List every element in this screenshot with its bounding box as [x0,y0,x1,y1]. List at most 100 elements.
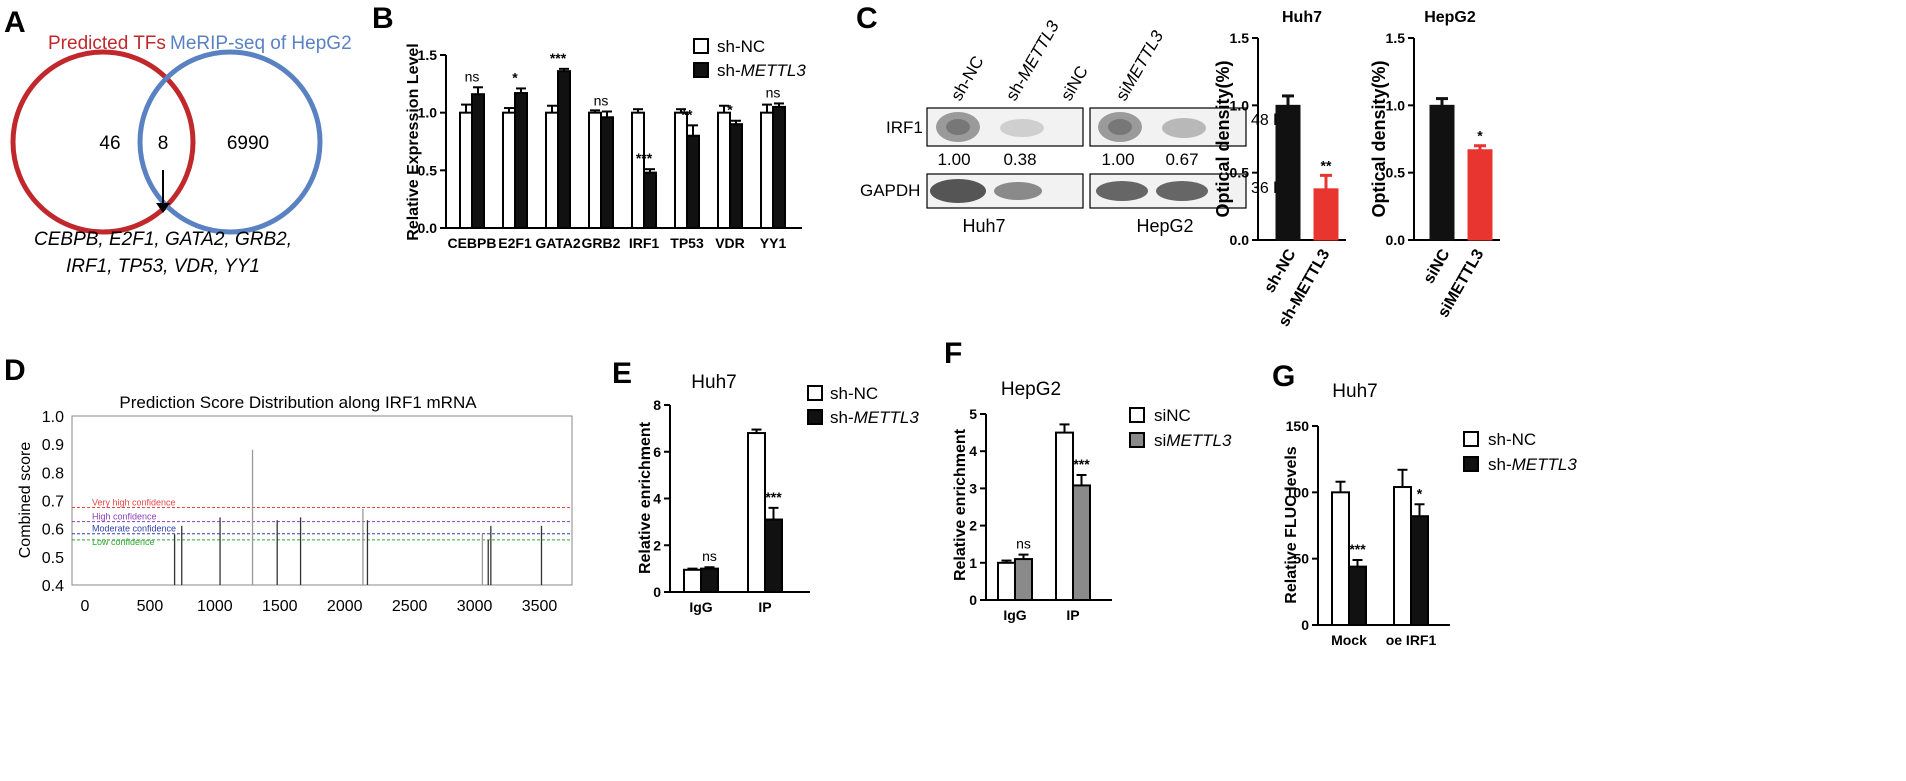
c1-ticks-tick-label-3: 1.5 [1230,30,1250,46]
b-bars-bar-0-1 [471,93,485,229]
f-ticks-tick-label-1: 1 [969,555,977,571]
d-threshold-label-1: High confidence [92,512,157,522]
b-yticks-tick-label-1: 0.5 [418,162,438,178]
e-ticks-tick-label-1: 2 [653,537,661,553]
b-yticks-tick-label-2: 1.0 [418,105,438,121]
y-ticks-g: 0 50 100 150 [1286,418,1318,633]
c2-bars-bar-1 [1467,149,1493,241]
f-bars-sig-0: ns [1016,536,1031,552]
bars-e: ns IgG *** IP [683,428,783,615]
b-bars-sig-4: *** [636,150,653,166]
panel-label-g: G [1272,360,1295,393]
d-xtick-label-3: 1500 [262,598,298,615]
g-ticks-tick-label-0: 0 [1301,617,1309,633]
legend-text-sh-mettl3-b: sh-METTL3 [717,61,806,80]
g-bars-xlabel-1: oe IRF1 [1386,632,1437,648]
lane-label-sh-nc: sh-NC [947,53,988,104]
e-ticks-tick-label-3: 6 [653,444,661,460]
y-axis-label-e: Relative enrichment [637,421,654,574]
b-bars-sig-3: ns [594,93,609,109]
e-ticks-tick-label-2: 4 [653,491,661,507]
f-bars-bar-0-0 [997,561,1016,601]
f-ticks-tick-label-4: 4 [969,443,977,459]
b-bars-bar-3-0 [588,111,602,229]
d-xtick-label-7: 3500 [522,598,558,615]
c2-ticks-tick-label-0: 0.0 [1386,232,1406,248]
b-bars-sig-5: ** [682,106,693,122]
b-bars-bar-0-0 [459,111,473,229]
c1-bars-bar-1 [1313,188,1339,241]
d-xtick-label-0: 0 [81,598,90,615]
c-hepg2-title: HepG2 [1424,9,1476,26]
panel-f: F HepG2 0 1 2 3 4 5 ns IgG *** IP Relative enric… [944,337,1232,623]
e-title: Huh7 [691,372,736,393]
legend-text-sinc-f: siNC [1154,406,1191,425]
legend-swatch-sh-mettl3-b [693,62,709,78]
c2-bars-sig-1: * [1477,128,1483,144]
y-ticks-b: 0.0 0.5 1.0 1.5 [418,47,446,236]
blot-label-irf1: IRF1 [886,118,923,137]
legend-text-sh-nc-e: sh-NC [830,384,878,403]
legend-swatch-sh-nc-b [693,38,709,54]
legend-swatch-simettl3-f [1129,432,1145,448]
gene-list-line-1: CEBPB, E2F1, GATA2, GRB2, [34,229,292,250]
panel-e: E Huh7 0 2 4 6 8 ns IgG *** IP Relative enrichm… [612,357,919,615]
g-ticks-tick-label-2: 100 [1286,484,1310,500]
g-bars-bar-1-0 [1393,486,1412,626]
d-title: Prediction Score Distribution along IRF1… [119,393,477,412]
c2-bars-bar-0 [1429,104,1455,241]
b-bars-xlabel-6: VDR [715,235,745,251]
legend-swatch-sh-nc-g [1463,431,1479,447]
g-bars-bar-1-1 [1410,515,1429,626]
b-bars-bar-4-0 [631,111,645,229]
b-bars-sig-2: *** [550,50,567,66]
e-bars-bar-1-1 [764,518,783,593]
panel-label-e: E [612,357,632,390]
b-bars-bar-5-1 [686,134,700,230]
y-axis-label-g: Relative FLUC levels [1283,446,1300,604]
e-bars-bar-0-0 [683,568,702,594]
panel-label-d: D [4,354,26,387]
lane-label-simettl3: siMETTL3 [1112,27,1167,104]
d-xtick-label-6: 3000 [457,598,493,615]
venn-arrow-head [156,203,170,213]
venn-right-count: 6990 [227,133,269,154]
venn-circle-predicted-tfs [10,49,196,235]
legend-swatch-sh-mettl3-e [807,409,823,425]
d-xtick-label-5: 2500 [392,598,428,615]
density-hepg2-sinc: 1.00 [1101,150,1134,169]
d-ytick-label-3: 0.7 [42,494,64,511]
venn-overlap-count: 8 [158,133,169,154]
legend-text-sh-nc-b: sh-NC [717,37,765,56]
b-bars-bar-2-1 [557,70,571,229]
bars-c-hepg2: * [1429,97,1493,241]
g-title: Huh7 [1332,381,1377,402]
b-bars-sig-1: * [512,69,518,85]
venn-left-count: 46 [99,133,120,154]
b-bars-bar-6-0 [717,111,731,229]
d-threshold-label-2: Moderate confidence [92,524,176,534]
legend-text-simettl3-f: siMETTL3 [1154,431,1232,450]
panel-c: C sh-NC sh-METTL3 siNC siMETTL3 IRF1 GAP… [856,2,1500,330]
g-bars-sig-1: * [1417,485,1423,501]
c2-ticks-tick-label-1: 0.5 [1386,165,1406,181]
g-ticks-tick-label-3: 150 [1286,418,1310,434]
y-ticks-c-huh7: 0.0 0.5 1.0 1.5 [1230,30,1258,248]
bars-g: *** Mock * oe IRF1 [1331,468,1437,648]
y-axis-label-f: Relative enrichment [952,428,969,581]
gene-list-line-2: IRF1, TP53, VDR, YY1 [66,256,260,277]
f-bars-sig-1: *** [1073,456,1090,472]
bars-b: ns CEBPB * E2F1 *** GATA2 ns GRB2 *** IRF1 ** TP53 *… [447,50,786,251]
d-ytick-label-2: 0.6 [42,522,64,539]
e-bars-sig-1: *** [765,489,782,505]
y-axis-label-c-hepg2: Optical density(%) [1369,60,1389,217]
b-bars-bar-7-1 [772,105,786,229]
b-bars-sig-0: ns [465,68,480,84]
d-threshold-label-3: Low confidence [92,537,155,547]
g-ticks-tick-label-1: 50 [1293,551,1309,567]
c1-ticks-tick-label-2: 1.0 [1230,97,1250,113]
b-bars-bar-2-0 [545,111,559,229]
panel-g: G Huh7 0 50 100 150 *** Mock * oe IRF1 Relativ… [1272,360,1577,648]
